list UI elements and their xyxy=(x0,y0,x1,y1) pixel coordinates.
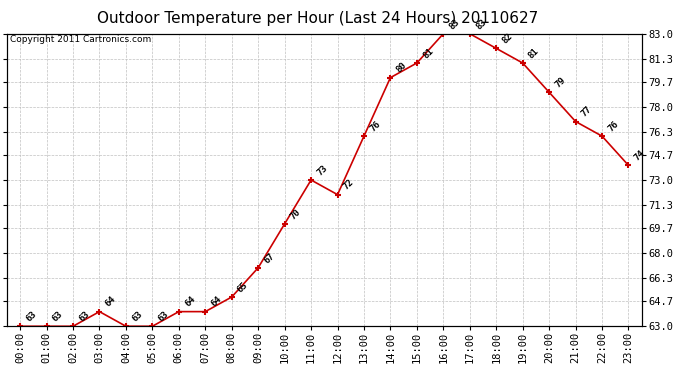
Text: 80: 80 xyxy=(395,61,408,75)
Text: 64: 64 xyxy=(104,295,117,309)
Text: 63: 63 xyxy=(77,309,91,324)
Text: 70: 70 xyxy=(289,207,303,221)
Text: 73: 73 xyxy=(315,163,329,177)
Text: 83: 83 xyxy=(474,17,488,31)
Text: 77: 77 xyxy=(580,105,593,119)
Text: Copyright 2011 Cartronics.com: Copyright 2011 Cartronics.com xyxy=(10,35,151,44)
Text: 63: 63 xyxy=(157,309,170,324)
Text: 64: 64 xyxy=(210,295,224,309)
Text: 72: 72 xyxy=(342,178,355,192)
Text: 76: 76 xyxy=(607,119,620,134)
Text: 79: 79 xyxy=(553,75,567,90)
Text: 67: 67 xyxy=(262,251,276,265)
Text: 82: 82 xyxy=(500,32,514,46)
Text: Outdoor Temperature per Hour (Last 24 Hours) 20110627: Outdoor Temperature per Hour (Last 24 Ho… xyxy=(97,11,538,26)
Text: 83: 83 xyxy=(448,17,462,31)
Text: 63: 63 xyxy=(51,309,65,324)
Text: 63: 63 xyxy=(24,309,38,324)
Text: 65: 65 xyxy=(236,280,250,294)
Text: 63: 63 xyxy=(130,309,144,324)
Text: 81: 81 xyxy=(527,46,541,60)
Text: 76: 76 xyxy=(368,119,382,134)
Text: 64: 64 xyxy=(183,295,197,309)
Text: 74: 74 xyxy=(633,148,647,163)
Text: 81: 81 xyxy=(421,46,435,60)
